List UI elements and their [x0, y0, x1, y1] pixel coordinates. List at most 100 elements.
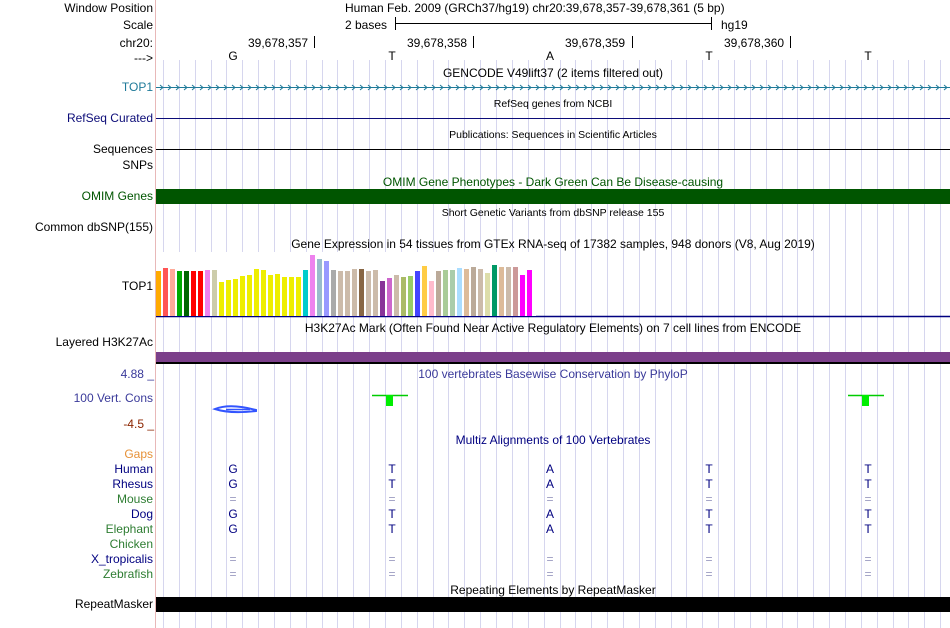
- gtex-tissue-bar[interactable]: [296, 276, 301, 316]
- gtex-tissue-bar[interactable]: [268, 274, 273, 316]
- multiz-base: T: [864, 522, 872, 536]
- gtex-tissue-bar[interactable]: [226, 280, 231, 316]
- gtex-tissue-bar[interactable]: [436, 270, 441, 316]
- multiz-species-label[interactable]: Rhesus: [112, 477, 153, 491]
- strand-arrow: [439, 84, 444, 91]
- multiz-species-label[interactable]: X_tropicalis: [90, 552, 153, 566]
- gtex-track-title[interactable]: Gene Expression in 54 tissues from GTEx …: [291, 237, 815, 251]
- gtex-tissue-bar[interactable]: [240, 275, 245, 316]
- gtex-tissue-bar[interactable]: [331, 269, 336, 316]
- gencode-track-title[interactable]: GENCODE V49lift37 (2 items filtered out): [442, 66, 664, 80]
- gtex-tissue-bar[interactable]: [198, 271, 203, 316]
- dbsnp-track-label[interactable]: Common dbSNP(155): [34, 220, 153, 234]
- multiz-species-label[interactable]: Dog: [130, 507, 153, 521]
- gtex-tissue-bar[interactable]: [177, 271, 182, 316]
- gtex-tissue-bar[interactable]: [394, 275, 399, 316]
- gtex-tissue-bar[interactable]: [366, 271, 371, 316]
- gtex-tissue-bar[interactable]: [450, 269, 455, 316]
- omim-feature-bar[interactable]: [156, 189, 950, 204]
- strand-arrow: [591, 84, 596, 91]
- gtex-tissue-bar[interactable]: [387, 278, 392, 316]
- gtex-tissue-bar[interactable]: [471, 267, 476, 316]
- omim-track-title[interactable]: OMIM Gene Phenotypes - Dark Green Can Be…: [382, 175, 724, 189]
- gtex-tissue-bar[interactable]: [478, 269, 483, 316]
- gtex-tissue-bar[interactable]: [429, 281, 434, 316]
- gtex-tissue-bar[interactable]: [373, 270, 378, 316]
- gtex-tissue-bar[interactable]: [310, 255, 315, 316]
- gtex-tissue-bar[interactable]: [380, 281, 385, 316]
- gtex-tissue-bar[interactable]: [345, 270, 350, 316]
- h3k27ac-track-title[interactable]: H3K27Ac Mark (Often Found Near Active Re…: [304, 321, 802, 335]
- publications-track-label[interactable]: Sequences: [92, 142, 153, 156]
- gtex-tissue-bar[interactable]: [338, 270, 343, 316]
- multiz-species-label[interactable]: Human: [114, 462, 153, 476]
- gtex-bar-chart[interactable]: [156, 252, 536, 316]
- h3k27ac-signal-bar[interactable]: [156, 352, 950, 362]
- gtex-tissue-bar[interactable]: [415, 271, 420, 316]
- phylop-track-label[interactable]: 100 Vert. Cons: [73, 391, 153, 405]
- repeatmasker-track-title[interactable]: Repeating Elements by RepeatMasker: [450, 583, 656, 597]
- gtex-gene-label[interactable]: TOP1: [121, 279, 153, 293]
- strand-arrow: [735, 84, 740, 91]
- gtex-tissue-bar[interactable]: [184, 270, 189, 316]
- multiz-species-label[interactable]: Elephant: [105, 522, 153, 536]
- gtex-tissue-bar[interactable]: [156, 270, 161, 316]
- gtex-tissue-bar[interactable]: [520, 274, 525, 316]
- repeatmasker-feature-bar[interactable]: [156, 597, 950, 612]
- gtex-tissue-bar[interactable]: [492, 265, 497, 316]
- gtex-tissue-bar[interactable]: [289, 277, 294, 316]
- gtex-tissue-bar[interactable]: [163, 268, 168, 316]
- strand-arrow: [471, 84, 476, 91]
- strand-arrow: [543, 84, 548, 91]
- multiz-species-label[interactable]: Zebrafish: [102, 567, 153, 581]
- multiz-species-label[interactable]: Gaps: [124, 447, 153, 461]
- multiz-species-label[interactable]: Chicken: [109, 537, 153, 551]
- h3k27ac-track-label[interactable]: Layered H3K27Ac: [55, 335, 153, 349]
- gtex-tissue-bar[interactable]: [506, 267, 511, 316]
- gtex-tissue-bar[interactable]: [499, 266, 504, 316]
- multiz-track-title[interactable]: Multiz Alignments of 100 Vertebrates: [455, 433, 651, 447]
- gtex-tissue-bar[interactable]: [527, 270, 532, 316]
- gtex-tissue-bar[interactable]: [422, 266, 427, 316]
- gtex-tissue-bar[interactable]: [401, 276, 406, 316]
- multiz-species-label[interactable]: Mouse: [116, 492, 153, 506]
- gtex-tissue-bar[interactable]: [408, 276, 413, 316]
- gtex-tissue-bar[interactable]: [212, 269, 217, 316]
- strand-arrow: [831, 84, 836, 91]
- repeatmasker-track-label[interactable]: RepeatMasker: [74, 597, 153, 611]
- phylop-track-title[interactable]: 100 vertebrates Basewise Conservation by…: [418, 367, 688, 381]
- gtex-tissue-bar[interactable]: [352, 269, 357, 316]
- gtex-tissue-bar[interactable]: [254, 269, 259, 316]
- gtex-tissue-bar[interactable]: [282, 276, 287, 316]
- gtex-tissue-bar[interactable]: [170, 269, 175, 316]
- refseq-track-label[interactable]: RefSeq Curated: [66, 111, 153, 125]
- gtex-tissue-bar[interactable]: [485, 272, 490, 316]
- gencode-gene-TOP1[interactable]: [156, 84, 950, 91]
- gtex-tissue-bar[interactable]: [275, 274, 280, 316]
- dbsnp-track-title[interactable]: Short Genetic Variants from dbSNP releas…: [441, 207, 665, 219]
- gtex-tissue-bar[interactable]: [324, 261, 329, 316]
- gtex-tissue-bar[interactable]: [191, 270, 196, 316]
- gtex-tissue-bar[interactable]: [233, 279, 238, 316]
- strand-arrow: [927, 84, 932, 91]
- gtex-tissue-bar[interactable]: [464, 268, 469, 316]
- strand-arrow: [727, 84, 732, 91]
- gtex-tissue-bar[interactable]: [443, 269, 448, 316]
- gencode-gene-label[interactable]: TOP1: [121, 80, 153, 94]
- gtex-tissue-bar[interactable]: [513, 267, 518, 316]
- gtex-tissue-bar[interactable]: [219, 281, 224, 316]
- gtex-tissue-bar[interactable]: [205, 270, 210, 316]
- phylop-plot[interactable]: [212, 394, 884, 414]
- gtex-tissue-bar[interactable]: [317, 259, 322, 316]
- gtex-tissue-bar[interactable]: [247, 274, 252, 316]
- gtex-tissue-bar[interactable]: [359, 268, 364, 316]
- gtex-tissue-bar[interactable]: [261, 270, 266, 316]
- refseq-track-title[interactable]: RefSeq genes from NCBI: [493, 98, 613, 110]
- omim-track-label[interactable]: OMIM Genes: [81, 189, 153, 203]
- strand-arrow: [255, 84, 260, 91]
- publications-track-title[interactable]: Publications: Sequences in Scientific Ar…: [449, 129, 657, 141]
- publications-track-label-2[interactable]: SNPs: [122, 158, 153, 172]
- gtex-tissue-bar[interactable]: [303, 269, 308, 316]
- gtex-tissue-bar[interactable]: [457, 268, 462, 316]
